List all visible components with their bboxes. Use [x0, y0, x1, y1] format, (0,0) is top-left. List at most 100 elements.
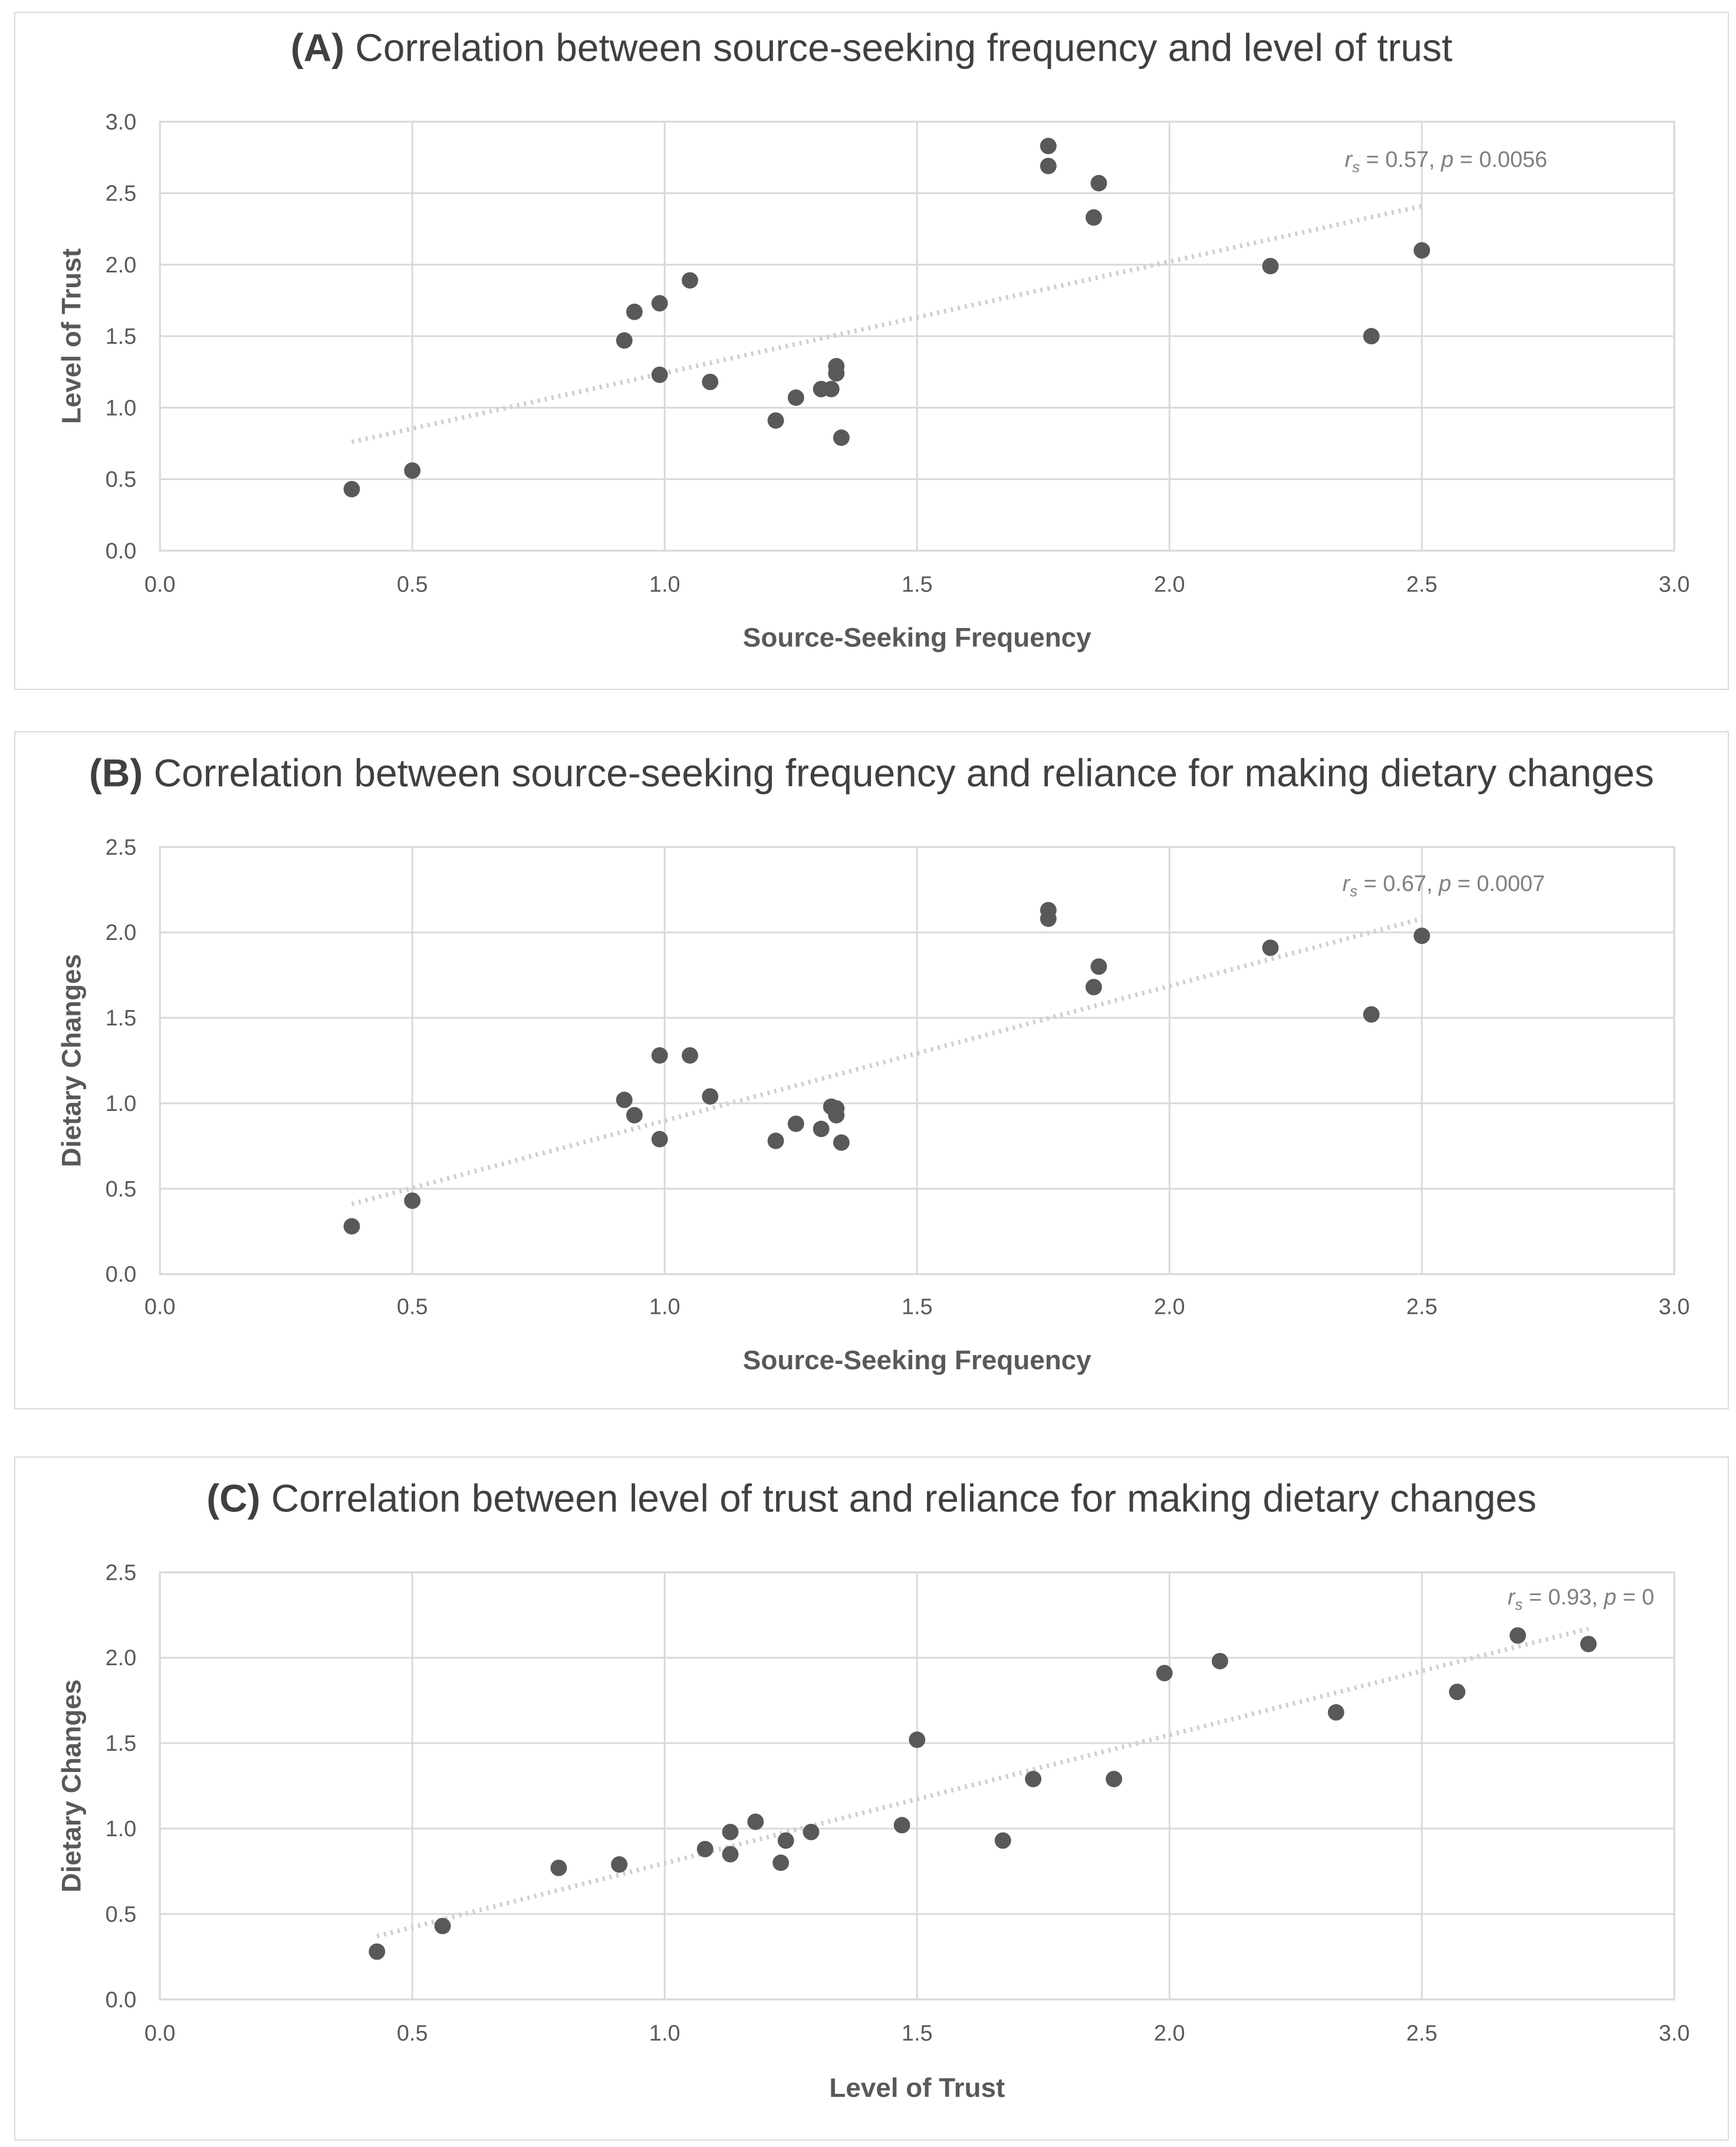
p-value: = 0.0056	[1454, 147, 1547, 172]
data-point	[1040, 157, 1057, 175]
y-tick-label: 1.0	[106, 1091, 137, 1116]
stat-subscript: s	[1350, 883, 1357, 900]
y-tick-label: 2.0	[106, 1646, 137, 1671]
chart-b-svg: (B) Correlation between source-seeking f…	[57, 751, 1690, 1376]
stat-symbol: r	[1343, 872, 1351, 896]
data-point	[1327, 1704, 1344, 1721]
data-point	[696, 1840, 714, 1857]
data-point	[1413, 242, 1431, 259]
chart-title: (A) Correlation between source-seeking f…	[291, 26, 1452, 70]
data-point	[833, 1134, 850, 1151]
data-point	[1025, 1771, 1042, 1787]
data-point	[909, 1731, 926, 1748]
stat-value: = 0.93,	[1523, 1585, 1604, 1610]
gridlines	[159, 846, 1675, 1275]
p-value: = 0.0007	[1451, 872, 1545, 896]
chart-c-svg: (C) Correlation between level of trust a…	[57, 1477, 1690, 2103]
y-tick-label: 3.0	[106, 110, 137, 134]
correlation-annotation: rs = 0.57, p = 0.0056	[1345, 147, 1547, 176]
x-tick-label: 0.5	[397, 2021, 428, 2046]
gridlines	[159, 1571, 1675, 2001]
chart-panel-c: (C) Correlation between level of trust a…	[14, 1456, 1729, 2141]
y-tick-labels: 0.0 0.5 1.0 1.5 2.0 2.5 3.0	[106, 110, 137, 563]
chart-panel-a: (A) Correlation between source-seeking f…	[14, 12, 1729, 690]
x-axis-label: Source-Seeking Frequency	[743, 622, 1091, 652]
x-axis-label: Source-Seeking Frequency	[743, 1345, 1091, 1375]
x-tick-labels: 0.0 0.5 1.0 1.5 2.0 2.5 3.0	[144, 2021, 1690, 2046]
y-tick-label: 2.0	[106, 920, 137, 945]
title-text: Correlation between source-seeking frequ…	[355, 26, 1452, 70]
correlation-annotation: rs = 0.67, p = 0.0007	[1343, 872, 1545, 900]
y-tick-label: 1.5	[106, 324, 137, 349]
p-symbol: p	[1603, 1585, 1616, 1610]
y-tick-labels: 0.0 0.5 1.0 1.5 2.0 2.5	[106, 1560, 137, 2012]
data-point	[1363, 1006, 1380, 1023]
panel-letter: (C)	[206, 1477, 260, 1520]
data-point	[369, 1943, 386, 1960]
data-point	[651, 295, 668, 312]
plot-area	[159, 120, 1675, 552]
stat-value: = 0.67,	[1357, 872, 1439, 896]
data-point	[722, 1823, 739, 1840]
title-text: Correlation between source-seeking frequ…	[154, 751, 1654, 795]
data-point	[702, 373, 719, 390]
stat-symbol: r	[1508, 1585, 1516, 1610]
y-tick-label: 0.5	[106, 1177, 137, 1202]
data-point	[702, 1088, 719, 1105]
y-axis-label: Dietary Changes	[57, 954, 87, 1168]
title-text: Correlation between level of trust and r…	[271, 1477, 1537, 1520]
x-tick-label: 3.0	[1659, 2021, 1690, 2046]
x-tick-label: 1.5	[902, 2021, 933, 2046]
data-point	[787, 1115, 804, 1132]
p-symbol: p	[1438, 872, 1451, 896]
x-tick-label: 1.0	[649, 1295, 680, 1320]
x-tick-label: 0.0	[144, 573, 176, 597]
correlation-annotation: rs = 0.93, p = 0	[1508, 1585, 1655, 1613]
data-point	[682, 1047, 698, 1064]
data-point	[813, 1120, 830, 1137]
x-tick-label: 0.5	[397, 573, 428, 597]
data-point	[1262, 939, 1279, 956]
x-tick-label: 2.5	[1406, 1295, 1438, 1320]
gridlines	[159, 120, 1675, 552]
x-tick-labels: 0.0 0.5 1.0 1.5 2.0 2.5 3.0	[144, 1295, 1690, 1320]
data-point	[747, 1813, 764, 1830]
x-axis-label: Level of Trust	[829, 2073, 1005, 2103]
data-point	[651, 366, 668, 383]
plot-area	[159, 1571, 1675, 2001]
panel-letter: (B)	[89, 751, 143, 795]
data-point	[611, 1856, 628, 1873]
data-point	[1106, 1771, 1123, 1787]
data-point	[404, 462, 421, 479]
y-tick-label: 1.5	[106, 1731, 137, 1756]
data-point	[626, 1107, 643, 1124]
x-tick-label: 2.0	[1154, 573, 1185, 597]
stat-symbol: r	[1345, 147, 1353, 172]
x-tick-label: 1.0	[649, 2021, 680, 2046]
x-tick-label: 3.0	[1659, 1295, 1690, 1320]
data-point	[1040, 910, 1057, 927]
data-point	[1085, 209, 1102, 226]
chart-panel-b: (B) Correlation between source-seeking f…	[14, 731, 1729, 1409]
stat-subscript: s	[1515, 1597, 1523, 1613]
data-point	[994, 1832, 1011, 1849]
plot-area	[159, 846, 1675, 1275]
x-tick-label: 1.0	[649, 573, 680, 597]
data-point	[833, 429, 850, 446]
x-tick-label: 2.0	[1154, 1295, 1185, 1320]
data-point	[343, 481, 360, 498]
p-value: = 0	[1616, 1585, 1654, 1610]
data-point	[777, 1832, 794, 1849]
title-space	[261, 1477, 271, 1520]
x-tick-labels: 0.0 0.5 1.0 1.5 2.0 2.5 3.0	[144, 573, 1690, 597]
y-tick-label: 0.5	[106, 468, 137, 492]
data-point	[343, 1218, 360, 1235]
data-point	[1449, 1684, 1466, 1701]
data-points	[343, 902, 1431, 1235]
data-point	[404, 1192, 421, 1209]
x-tick-label: 0.5	[397, 1295, 428, 1320]
y-tick-label: 2.5	[106, 1560, 137, 1585]
data-point	[722, 1846, 739, 1863]
data-point	[1509, 1627, 1526, 1644]
x-tick-label: 1.5	[902, 1295, 933, 1320]
